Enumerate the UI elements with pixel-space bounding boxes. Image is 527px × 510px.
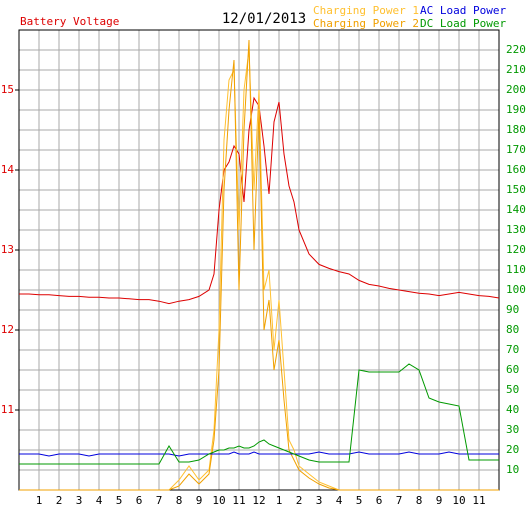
y2-tick-label: 100 (506, 283, 526, 296)
y2-tick-label: 50 (506, 383, 519, 396)
x-tick-label: 9 (196, 494, 203, 507)
y2-tick-label: 150 (506, 183, 526, 196)
x-tick-label: 11 (472, 494, 485, 507)
plot-frame (18, 29, 500, 491)
y2-tick-label: 80 (506, 323, 519, 336)
y2-tick-label: 40 (506, 403, 519, 416)
legend-label: Charging Power 2 (313, 17, 419, 30)
y-tick-label: 11 (1, 403, 14, 416)
x-tick-label: 7 (156, 494, 163, 507)
y2-tick-label: 10 (506, 463, 519, 476)
x-tick-label: 2 (296, 494, 303, 507)
y-tick-label: 13 (1, 243, 14, 256)
x-tick-label: 12 (252, 494, 265, 507)
y2-tick-label: 170 (506, 143, 526, 156)
x-tick-label: 9 (436, 494, 443, 507)
x-tick-label: 3 (76, 494, 83, 507)
x-tick-label: 6 (376, 494, 383, 507)
y2-tick-label: 190 (506, 103, 526, 116)
y2-tick-label: 130 (506, 223, 526, 236)
x-tick-label: 1 (36, 494, 43, 507)
x-tick-label: 6 (136, 494, 143, 507)
y2-tick-label: 20 (506, 443, 519, 456)
x-tick-label: 4 (96, 494, 103, 507)
y2-tick-label: 110 (506, 263, 526, 276)
series-line (19, 363, 499, 465)
series-line (19, 451, 499, 457)
y2-tick-label: 90 (506, 303, 519, 316)
y-tick-label: 14 (1, 163, 15, 176)
x-tick-label: 1 (276, 494, 283, 507)
series-line (19, 96, 500, 305)
x-tick-label: 2 (56, 494, 63, 507)
legend-label: DC Load Power (420, 17, 506, 30)
y2-tick-label: 210 (506, 63, 526, 76)
x-tick-label: 8 (416, 494, 423, 507)
x-tick-label: 10 (212, 494, 225, 507)
x-tick-label: 5 (116, 494, 123, 507)
x-tick-label: 5 (356, 494, 363, 507)
x-tick-label: 4 (336, 494, 343, 507)
y2-tick-label: 200 (506, 83, 526, 96)
y2-tick-label: 120 (506, 243, 526, 256)
x-tick-label: 11 (232, 494, 245, 507)
y-tick-label: 15 (1, 83, 14, 96)
series-line (19, 39, 499, 491)
x-tick-label: 7 (396, 494, 403, 507)
chart-title: 12/01/2013 (222, 11, 306, 27)
legend-label: Charging Power 1 (313, 4, 419, 17)
y2-tick-label: 30 (506, 423, 519, 436)
x-tick-label: 3 (316, 494, 323, 507)
y2-tick-label: 180 (506, 123, 526, 136)
y2-tick-label: 220 (506, 43, 526, 56)
y-tick-label: 12 (1, 323, 14, 336)
y2-tick-label: 160 (506, 163, 526, 176)
x-tick-label: 10 (452, 494, 465, 507)
legend-label: AC Load Power (420, 4, 506, 17)
x-tick-label: 8 (176, 494, 183, 507)
y2-tick-label: 70 (506, 343, 519, 356)
y-axis-label: Battery Voltage (20, 15, 119, 28)
y2-tick-label: 60 (506, 363, 519, 376)
y2-tick-label: 140 (506, 203, 526, 216)
